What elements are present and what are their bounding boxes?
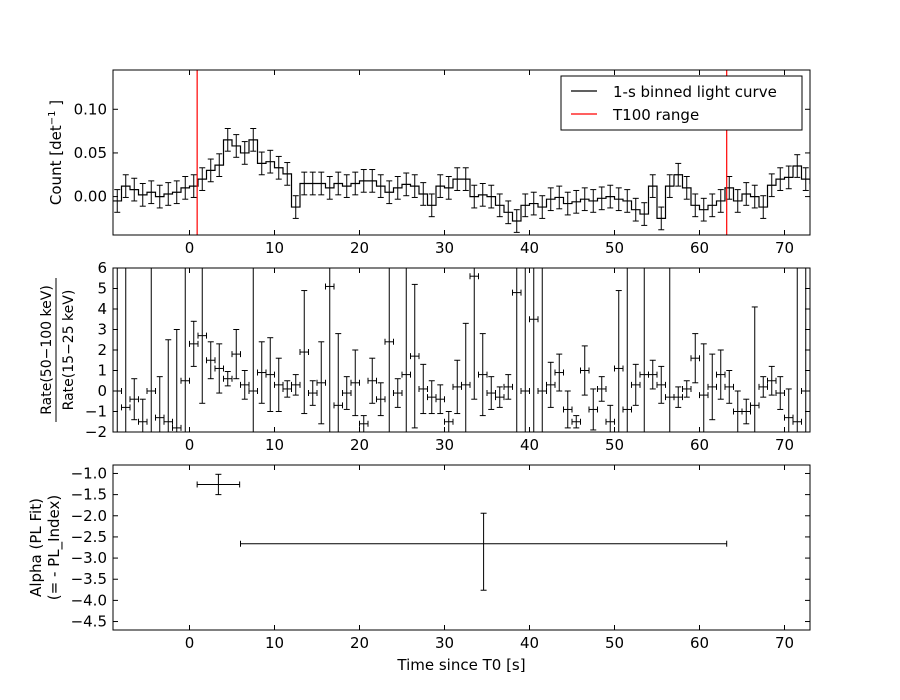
y-tick-label: 2 (97, 341, 107, 359)
x-tick-label: 0 (185, 436, 195, 454)
x-tick-label: 60 (690, 436, 709, 454)
y-axis-label: Count [det−1 ] (47, 100, 65, 205)
y-axis-label-line-1: Alpha (PL Fit) (27, 498, 45, 597)
x-tick-label: 10 (265, 634, 284, 652)
x-axis-label: Time since T0 [s] (396, 656, 525, 674)
y-tick-label: 0 (97, 382, 107, 400)
y-axis-label-numerator: Rate(50−100 keV) (39, 285, 55, 415)
y-tick-label: −1 (85, 403, 107, 421)
y-tick-label: −1.0 (71, 464, 107, 482)
x-tick-label: 0 (185, 239, 195, 257)
y-tick-label: 0.10 (74, 100, 107, 118)
x-tick-label: 70 (775, 634, 794, 652)
plot-area (113, 70, 810, 235)
y-tick-label: 4 (97, 300, 107, 318)
legend-label: T100 range (612, 106, 699, 124)
x-tick-label: 40 (520, 436, 539, 454)
y-tick-label: −4.5 (71, 613, 107, 631)
y-tick-label: −4.0 (71, 591, 107, 609)
alpha-panel: 0 10 20 30 40 50 60 70 −4.5 −4.0 −3.5 −3.0 −2.5 −2.0 −… (27, 464, 811, 674)
y-tick-label: −2.5 (71, 528, 107, 546)
y-tick-label: 0.05 (74, 144, 107, 162)
x-tick-label: 50 (605, 634, 624, 652)
x-tick-label: 60 (690, 634, 709, 652)
x-tick-label: 0 (185, 634, 195, 652)
x-tick-label: 10 (265, 436, 284, 454)
x-tick-label: 40 (520, 634, 539, 652)
y-tick-label: 5 (97, 280, 107, 298)
legend-box (560, 75, 803, 131)
y-tick-label: −1.5 (71, 486, 107, 504)
y-tick-label: 6 (97, 259, 107, 277)
legend-label: 1-s binned light curve (613, 83, 777, 101)
y-tick-label: −3.0 (71, 549, 107, 567)
y-tick-label: −2.0 (71, 507, 107, 525)
hardness-ratio-panel: 0 10 20 30 40 50 60 70 −2 −1 0 1 2 3 4 5 6 Rate(50−100 ke… (39, 259, 811, 454)
y-tick-label: 1 (97, 362, 107, 380)
x-tick-label: 40 (520, 239, 539, 257)
x-tick-label: 20 (350, 239, 369, 257)
x-tick-label: 30 (435, 239, 454, 257)
y-axis-label-line-2: (= - PL_Index) (45, 495, 64, 600)
y-tick-label: 3 (97, 321, 107, 339)
x-tick-label: 20 (350, 634, 369, 652)
x-tick-label: 60 (690, 239, 709, 257)
x-tick-label: 50 (605, 239, 624, 257)
x-tick-label: 70 (775, 239, 794, 257)
y-tick-label: −3.5 (71, 570, 107, 588)
y-tick-label: 0.00 (74, 188, 107, 206)
plot-area (196, 473, 728, 591)
x-tick-label: 20 (350, 436, 369, 454)
legend: 1-s binned light curve T100 range (560, 75, 803, 131)
x-tick-label: 30 (435, 436, 454, 454)
y-axis-label-denominator: Rate(15−25 keV) (61, 290, 77, 411)
y-tick-label: −2 (85, 423, 107, 441)
x-tick-label: 10 (265, 239, 284, 257)
x-tick-label: 50 (605, 436, 624, 454)
light-curve-panel: 0 10 20 30 40 50 60 70 0.00 0.05 0.10 Count [det−1 … (47, 69, 811, 257)
x-tick-label: 30 (435, 634, 454, 652)
light-curve-step-line (113, 139, 810, 222)
x-tick-label: 70 (775, 436, 794, 454)
axes-frame (112, 464, 811, 631)
